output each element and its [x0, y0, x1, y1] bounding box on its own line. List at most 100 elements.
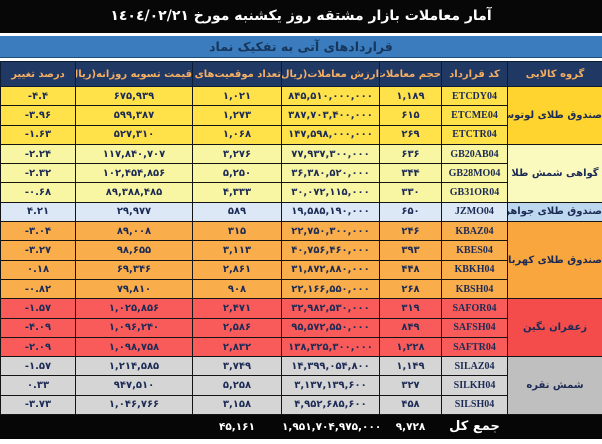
- change-cell: -۱.۶۳: [0, 124, 76, 145]
- open-positions-cell: ۲,۸۳۲: [192, 336, 282, 358]
- change-cell: -۴.۴: [0, 85, 76, 107]
- change-cell: -۲.۳۲: [0, 163, 76, 184]
- open-positions-cell: ۱,۰۲۱: [192, 85, 282, 107]
- total-volume-cell: ۹,۷۲۸: [379, 414, 442, 440]
- value-cell: ۳,۱۳۷,۱۳۹,۶۰۰: [281, 375, 380, 396]
- report-title-bar: آمار معاملات بازار مشتقه روز یکشنبه مورخ…: [0, 0, 602, 33]
- settlement-cell: ۱۰۲,۴۵۴,۸۵۶: [75, 163, 193, 184]
- total-row: جمع کل ۹,۷۲۸ ۱,۹۵۱,۷۰۴,۹۷۵,۰۰۰ ۴۵,۱۶۱: [0, 414, 602, 440]
- volume-cell: ۸۴۹: [379, 317, 442, 338]
- volume-cell: ۱,۲۲۸: [379, 336, 442, 358]
- contract-code-cell: JZMO04: [441, 201, 508, 223]
- settlement-cell: ۱,۲۱۴,۵۸۵: [75, 356, 193, 377]
- value-cell: ۹۵,۵۷۲,۵۵۰,۰۰۰: [281, 317, 380, 338]
- table-row-SAFOR04: زعفران نگین SAFOR04 ۳۱۹ ۳۲,۹۸۲,۵۳۰,۰۰۰ ۲,۴۷۱…: [0, 298, 602, 358]
- commodity-group-cell: زعفران نگین: [507, 298, 602, 358]
- commodity-group-cell: صندوق طلای جواهر: [507, 201, 602, 223]
- open-positions-cell: ۳,۲۷۶: [192, 143, 282, 165]
- settlement-cell: ۲۹,۹۷۷: [75, 201, 193, 223]
- open-positions-cell: ۹۰۸: [192, 278, 282, 300]
- volume-cell: ۶۵۰: [379, 201, 442, 223]
- table-row-KBSH04: KBSH04 ۲۶۸ ۲۲,۱۶۶,۵۵۰,۰۰۰ ۹۰۸ ۷۹,۸۱۰ -۰.۸۲: [0, 278, 602, 300]
- table-row-SILSH04: SILSH04 ۴۵۸ ۴,۹۵۲,۶۸۵,۶۰۰ ۳,۱۵۸ ۱,۰۴۶,۷۶۶ -۳.…: [0, 394, 602, 416]
- value-cell: ۷۷,۹۳۷,۳۰۰,۰۰۰: [281, 143, 380, 165]
- change-cell: -۱.۵۷: [0, 298, 76, 319]
- header-row: گروه کالایی کد قرارداد حجم معاملات ارزش معا…: [0, 61, 602, 87]
- table-row-ETCME04: ETCME04 ۶۱۵ ۳۸۷,۷۰۳,۴۰۰,۰۰۰ ۱,۲۷۳ ۵۹۹,۳۸۷ -۳.…: [0, 105, 602, 126]
- contract-code-cell: SILKH04: [441, 375, 508, 396]
- change-cell: -۲.۲۴: [0, 143, 76, 165]
- value-cell: ۸۴۵,۵۱۰,۰۰۰,۰۰۰: [281, 85, 380, 107]
- commodity-group-cell: شمش نقره: [507, 356, 602, 416]
- divider: [0, 58, 602, 61]
- contract-code-cell: ETCDY04: [441, 85, 508, 107]
- volume-cell: ۴۴۸: [379, 259, 442, 280]
- open-positions-cell: ۲,۴۷۱: [192, 298, 282, 319]
- total-settlement-cell: [75, 414, 193, 440]
- table-row-ETCDY04: صندوق طلای لوتوس ETCDY04 ۱,۱۸۹ ۸۴۵,۵۱۰,۰۰۰,…: [0, 85, 602, 145]
- change-cell: ۴.۲۱: [0, 201, 76, 223]
- open-positions-cell: ۱,۰۶۸: [192, 124, 282, 145]
- commodity-group-cell: گواهی شمش طلا: [507, 143, 602, 203]
- volume-cell: ۶۱۵: [379, 105, 442, 126]
- contract-code-cell: KBSH04: [441, 278, 508, 300]
- change-cell: ۰.۱۸: [0, 259, 76, 280]
- futures-contracts-table: گروه کالایی کد قرارداد حجم معاملات ارزش معا…: [0, 61, 602, 440]
- change-cell: -۳.۹۶: [0, 105, 76, 126]
- value-cell: ۱۴,۳۹۹,۰۵۴,۸۰۰: [281, 356, 380, 377]
- settlement-cell: ۹۸,۶۵۵: [75, 240, 193, 261]
- settlement-cell: ۶۷۵,۹۳۹: [75, 85, 193, 107]
- settlement-cell: ۱,۰۴۶,۷۶۶: [75, 394, 193, 416]
- contract-code-cell: SILSH04: [441, 394, 508, 416]
- volume-cell: ۳۲۷: [379, 375, 442, 396]
- settlement-cell: ۵۹۹,۳۸۷: [75, 105, 193, 126]
- value-cell: ۱۳۸,۳۲۵,۳۰۰,۰۰۰: [281, 336, 380, 358]
- change-cell: -۴.۰۹: [0, 317, 76, 338]
- commodity-group-cell: صندوق طلای لوتوس: [507, 86, 602, 145]
- value-cell: ۲۲,۱۶۶,۵۵۰,۰۰۰: [281, 278, 380, 300]
- change-cell: -۲.۰۹: [0, 336, 76, 358]
- contract-code-cell: GB28MO04: [441, 163, 508, 184]
- contract-code-cell: GB20AB04: [441, 143, 508, 165]
- contract-code-cell: KBKH04: [441, 259, 508, 280]
- value-cell: ۳۰,۰۷۲,۱۱۵,۰۰۰: [281, 182, 380, 203]
- open-positions-cell: ۳,۷۴۹: [192, 356, 282, 377]
- open-positions-cell: ۵,۲۵۰: [192, 163, 282, 184]
- open-positions-cell: ۴,۳۳۳: [192, 182, 282, 203]
- open-positions-cell: ۳,۱۱۳: [192, 240, 282, 261]
- table-row-GB20AB04: گواهی شمش طلا GB20AB04 ۶۳۶ ۷۷,۹۳۷,۳۰۰,۰۰۰ ۳,…: [0, 143, 602, 203]
- volume-cell: ۲۴۶: [379, 221, 442, 242]
- contract-code-cell: KBAZ04: [441, 221, 508, 242]
- change-cell: -۳.۲۷: [0, 240, 76, 261]
- settlement-cell: ۱,۰۹۶,۲۴۰: [75, 317, 193, 338]
- value-cell: ۳۲,۹۸۲,۵۳۰,۰۰۰: [281, 298, 380, 319]
- open-positions-cell: ۵۸۹: [192, 201, 282, 223]
- column-header-5: قیمت تسویه روزانه(ریال): [75, 61, 193, 87]
- value-cell: ۴,۹۵۲,۶۸۵,۶۰۰: [281, 394, 380, 416]
- settlement-cell: ۸۹,۳۸۸,۴۸۵: [75, 182, 193, 203]
- value-cell: ۳۶,۳۸۰,۵۲۰,۰۰۰: [281, 163, 380, 184]
- subtitle-bar: قراردادهای آتی به تفکیک نماد: [0, 36, 602, 58]
- settlement-cell: ۱,۰۲۵,۸۵۶: [75, 298, 193, 319]
- contract-code-cell: SILAZ04: [441, 356, 508, 377]
- table-row-ETCTR04: ETCTR04 ۲۶۹ ۱۴۷,۵۹۸,۰۰۰,۰۰۰ ۱,۰۶۸ ۵۲۷,۳۱۰ -۱.…: [0, 124, 602, 145]
- change-cell: -۰.۸۲: [0, 278, 76, 300]
- contract-code-cell: KBES04: [441, 240, 508, 261]
- column-header-3: ارزش معاملات(ریال): [281, 61, 380, 87]
- volume-cell: ۳۹۳: [379, 240, 442, 261]
- table-row-GB28MO04: GB28MO04 ۳۴۴ ۳۶,۳۸۰,۵۲۰,۰۰۰ ۵,۲۵۰ ۱۰۲,۴۵۴,۸۵…: [0, 163, 602, 184]
- volume-cell: ۳۳۰: [379, 182, 442, 203]
- change-cell: -۳.۷۳: [0, 394, 76, 416]
- value-cell: ۱۴۷,۵۹۸,۰۰۰,۰۰۰: [281, 124, 380, 145]
- total-label: جمع کل: [441, 414, 508, 440]
- settlement-cell: ۷۹,۸۱۰: [75, 278, 193, 300]
- table-row-SILAZ04: شمش نقره SILAZ04 ۱,۱۴۹ ۱۴,۳۹۹,۰۵۴,۸۰۰ ۳,۷۴۹ ۱…: [0, 356, 602, 416]
- total-change-cell: [0, 414, 76, 440]
- value-cell: ۲۲,۷۵۰,۳۰۰,۰۰۰: [281, 221, 380, 242]
- open-positions-cell: ۵,۲۵۸: [192, 375, 282, 396]
- change-cell: -۰.۶۸: [0, 182, 76, 203]
- column-header-2: حجم معاملات: [379, 61, 442, 87]
- volume-cell: ۳۴۴: [379, 163, 442, 184]
- settlement-cell: ۵۲۷,۳۱۰: [75, 124, 193, 145]
